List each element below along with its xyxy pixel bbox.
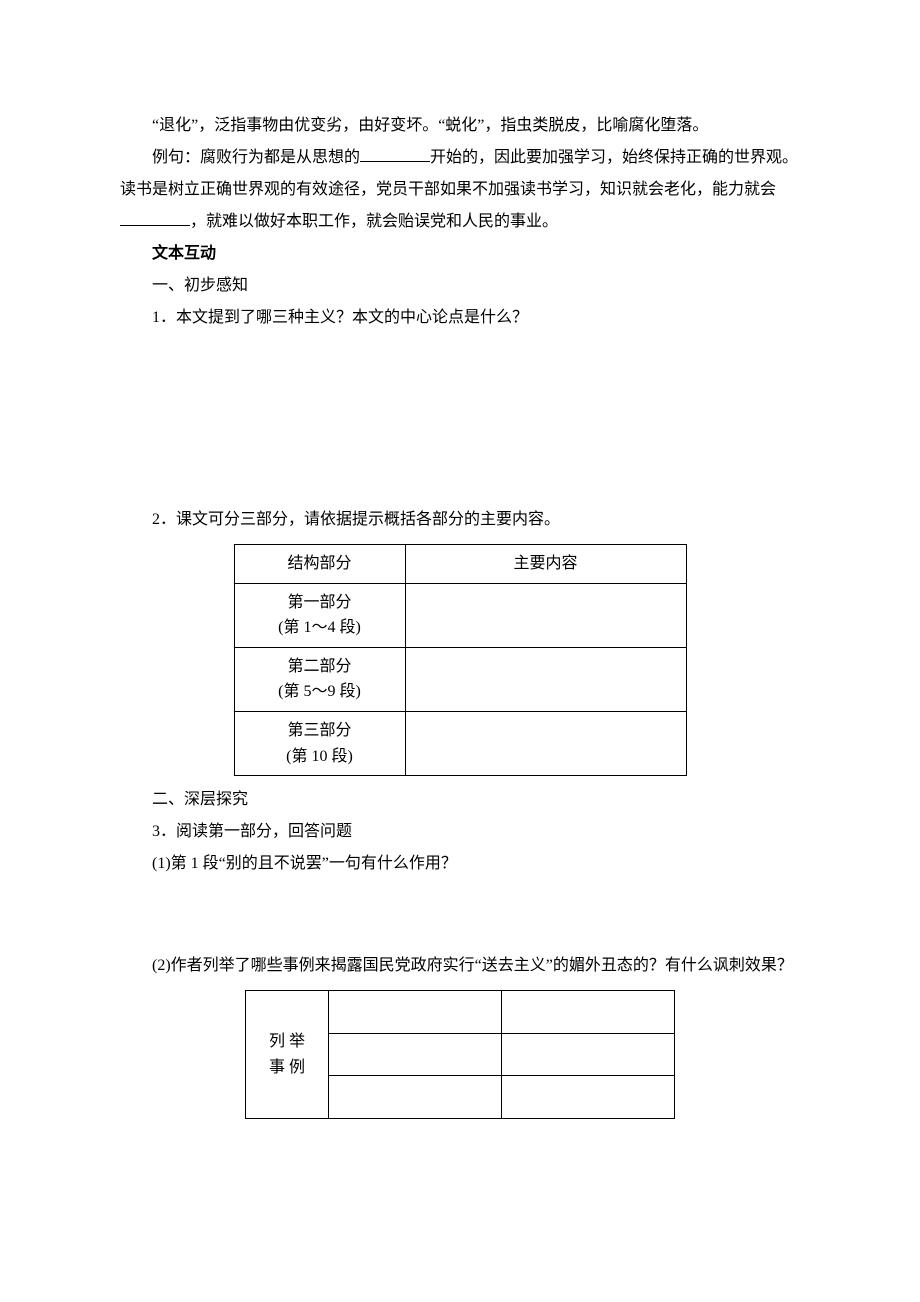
page: “退化”，泛指事物由优变劣，由好变坏。“蜕化”，指虫类脱皮，比喻腐化堕落。 例句…: [0, 0, 920, 1302]
cell-ex-2b[interactable]: [502, 1033, 675, 1076]
table-row: 第一部分 (第 1～4 段): [234, 583, 686, 647]
cell-part1-b: (第 1～4 段): [245, 615, 395, 641]
cell-content3[interactable]: [405, 711, 686, 775]
cell-part2-a: 第二部分: [245, 654, 395, 680]
table-row: 第三部分 (第 10 段): [234, 711, 686, 775]
answer-space-1: [120, 334, 800, 504]
section-heading: 文本互动: [152, 245, 216, 262]
cell-part3-a: 第三部分: [245, 718, 395, 744]
table-row: 列 举 事 例: [246, 991, 675, 1034]
cell-ex-3b[interactable]: [502, 1076, 675, 1119]
question-3: 3．阅读第一部分，回答问题: [120, 816, 800, 848]
example-text-a: 例句：腐败行为都是从思想的: [152, 149, 360, 166]
cell-part3-b: (第 10 段): [245, 744, 395, 770]
cell-part2-b: (第 5～9 段): [245, 679, 395, 705]
th-structure: 结构部分: [234, 545, 405, 584]
cell-label: 列 举 事 例: [246, 991, 329, 1119]
cell-ex-1a[interactable]: [329, 991, 502, 1034]
cell-part2: 第二部分 (第 5～9 段): [234, 647, 405, 711]
question-1: 1．本文提到了哪三种主义？本文的中心论点是什么？: [120, 302, 800, 334]
question-3-1: (1)第 1 段“别的且不说罢”一句有什么作用？: [120, 848, 800, 880]
cell-part1: 第一部分 (第 1～4 段): [234, 583, 405, 647]
table-header-row: 结构部分 主要内容: [234, 545, 686, 584]
answer-space-2: [120, 880, 800, 950]
question-3-2: (2)作者列举了哪些事例来揭露国民党政府实行“送去主义”的媚外丑态的？有什么讽刺…: [120, 950, 800, 982]
cell-label-b: 事 例: [252, 1055, 322, 1081]
definition-para: “退化”，泛指事物由优变劣，由好变坏。“蜕化”，指虫类脱皮，比喻腐化堕落。: [120, 110, 800, 142]
fill-blank-2[interactable]: [120, 209, 190, 226]
cell-label-a: 列 举: [252, 1029, 322, 1055]
fill-blank-1[interactable]: [360, 145, 430, 162]
example-text-c: ，就难以做好本职工作，就会贻误党和人民的事业。: [190, 213, 558, 230]
table-row: 第二部分 (第 5～9 段): [234, 647, 686, 711]
cell-ex-2a[interactable]: [329, 1033, 502, 1076]
section-heading-wrapper: 文本互动: [120, 238, 800, 270]
cell-part3: 第三部分 (第 10 段): [234, 711, 405, 775]
subsection-2: 二、深层探究: [120, 784, 800, 816]
th-content: 主要内容: [405, 545, 686, 584]
cell-part1-a: 第一部分: [245, 590, 395, 616]
subsection-1: 一、初步感知: [120, 270, 800, 302]
cell-ex-1b[interactable]: [502, 991, 675, 1034]
definition-text: “退化”，泛指事物由优变劣，由好变坏。“蜕化”，指虫类脱皮，比喻腐化堕落。: [152, 117, 708, 134]
structure-table: 结构部分 主要内容 第一部分 (第 1～4 段) 第二部分 (第 5～9 段) …: [234, 544, 687, 776]
cell-content1[interactable]: [405, 583, 686, 647]
example-para: 例句：腐败行为都是从思想的开始的，因此要加强学习，始终保持正确的世界观。读书是树…: [120, 142, 800, 238]
examples-table: 列 举 事 例: [245, 990, 675, 1119]
cell-content2[interactable]: [405, 647, 686, 711]
question-2: 2．课文可分三部分，请依据提示概括各部分的主要内容。: [120, 504, 800, 536]
cell-ex-3a[interactable]: [329, 1076, 502, 1119]
